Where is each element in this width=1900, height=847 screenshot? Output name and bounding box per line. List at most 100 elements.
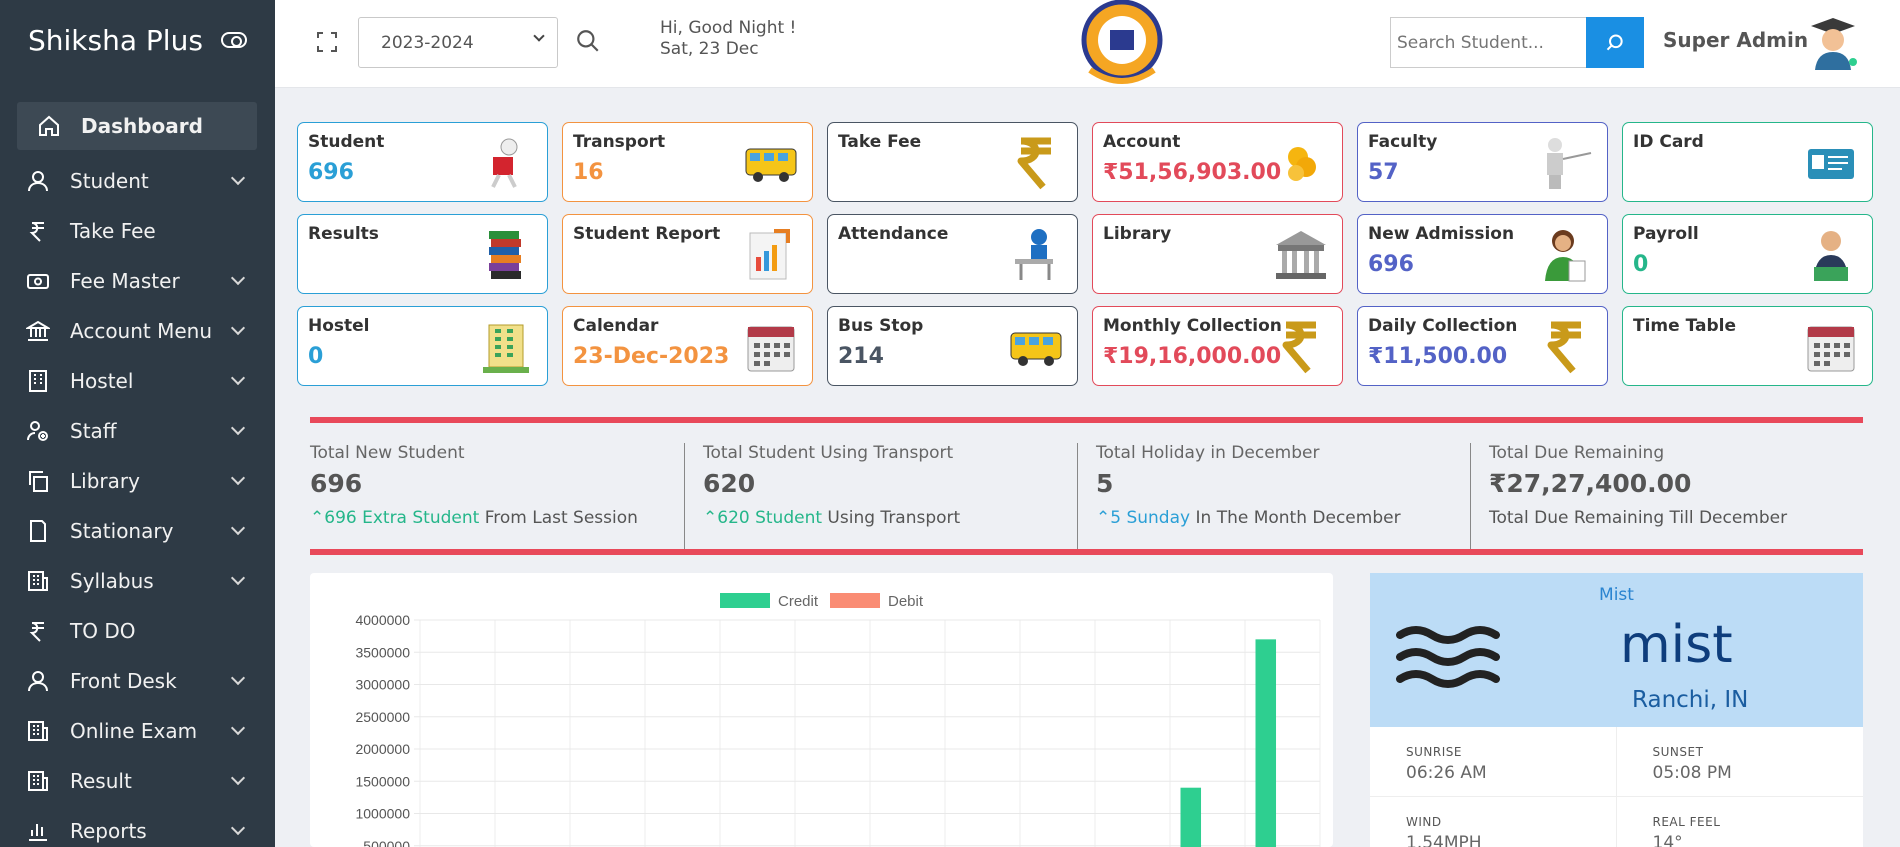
card-monthly-collection[interactable]: Monthly Collection ₹19,16,000.00 [1092,306,1343,386]
card-daily-collection[interactable]: Daily Collection ₹11,500.00 [1357,306,1608,386]
sidebar-item-label: Result [70,769,132,793]
stat-title: Total Holiday in December [1096,443,1320,463]
student-search-button[interactable] [1586,17,1644,68]
stat-note: ⌃620 Student Using Transport [703,508,1067,528]
weather-value: 1.54MPH [1406,833,1482,847]
credit-debit-chart: Credit Debit 4000000 3500000 3000000 2500000 2… [310,573,1333,847]
sidebar-item-result[interactable]: Result [0,756,275,806]
weather-label: SUNSET [1652,745,1704,759]
y-tick-label: 3500000 [355,644,410,660]
search-icon[interactable] [575,28,601,54]
student-search-input[interactable] [1390,17,1587,68]
user-name[interactable]: Super Admin [1663,28,1809,52]
sidebar-item-to-do[interactable]: TO DO [0,606,275,656]
card-new-admission[interactable]: New Admission 696 [1357,214,1608,294]
card-payroll[interactable]: Payroll 0 [1622,214,1873,294]
stat-total-due-remaining: Total Due Remaining ₹27,27,400.00 Total Du… [1470,443,1863,549]
card-value: 214 [838,344,884,369]
sidebar-item-library[interactable]: Library [0,456,275,506]
fullscreen-icon[interactable] [315,30,339,54]
stat-highlight-text: 620 Student [717,508,823,528]
card-title: Daily Collection [1368,316,1518,336]
y-tick-label: 2000000 [355,741,410,757]
card-transport[interactable]: Transport 16 [562,122,813,202]
desk-student-icon [1009,227,1063,283]
bar-chart-icon [26,819,50,843]
weather-details: SUNRISE 06:26 AM SUNSET 05:08 PM WIND 1.54MPH… [1370,727,1863,847]
card-take-fee[interactable]: Take Fee [827,122,1078,202]
stat-note: ⌃696 Extra Student From Last Session [310,508,674,528]
weather-condition: mist [1620,615,1733,675]
stat-title: Total New Student [310,443,465,463]
sidebar-item-hostel[interactable]: Hostel [0,356,275,406]
weather-value: 06:26 AM [1406,763,1487,783]
card-attendance[interactable]: Attendance [827,214,1078,294]
sidebar-nav: Dashboard Student Take Fee Fee Master Accoun… [0,102,275,847]
user-avatar[interactable] [1803,12,1863,72]
sidebar-item-syllabus[interactable]: Syllabus [0,556,275,606]
card-value: 696 [1368,252,1414,277]
sidebar-item-label: TO DO [70,619,136,643]
legend-swatch-credit [720,593,770,608]
card-student-report[interactable]: Student Report [562,214,813,294]
sidebar-item-account-menu[interactable]: Account Menu [0,306,275,356]
card-title: Calendar [573,316,659,336]
stat-value: 620 [703,469,756,498]
card-title: Results [308,224,379,244]
legend-label-credit: Credit [778,593,819,610]
caret-up-icon: ⌃ [310,508,325,528]
card-id-card[interactable]: ID Card [1622,122,1873,202]
coins-icon [1274,135,1328,191]
weather-label: WIND [1406,815,1442,829]
legend-label-debit: Debit [888,593,924,610]
caret-up-icon: ⌃ [703,508,718,528]
sidebar-item-label: Hostel [70,369,134,393]
sidebar-item-label: Syllabus [70,569,154,593]
weather-value: 05:08 PM [1652,763,1732,783]
weather-label: SUNRISE [1406,745,1462,759]
card-results[interactable]: Results [297,214,548,294]
card-title: Take Fee [838,132,922,152]
stat-value: 696 [310,469,363,498]
books-icon [479,227,533,283]
brand: Shiksha Plus [0,0,275,80]
card-calendar[interactable]: Calendar 23-Dec-2023 [562,306,813,386]
stat-total-holiday-in-december: Total Holiday in December 5 ⌃5 Sunday In T… [1077,443,1470,549]
card-student[interactable]: Student 696 [297,122,548,202]
stat-highlight-text: 696 Extra Student [324,508,480,528]
gold-rupee-icon [1274,319,1328,375]
sidebar-item-online-exam[interactable]: Online Exam [0,706,275,756]
chevron-down-icon [230,370,246,386]
stat-note-text: Total Due Remaining Till December [1489,508,1788,528]
greeting-text: Hi, Good Night ! [660,18,797,38]
sidebar-item-reports[interactable]: Reports [0,806,275,847]
card-bus-stop[interactable]: Bus Stop 214 [827,306,1078,386]
session-select[interactable]: 2023-2024 [358,17,558,68]
gold-rupee-icon [1539,319,1593,375]
sidebar-item-fee-master[interactable]: Fee Master [0,256,275,306]
sidebar-item-take-fee[interactable]: Take Fee [0,206,275,256]
greeting: Hi, Good Night ! Sat, 23 Dec [660,18,796,60]
grid-building-icon [26,769,50,793]
rupee-icon [26,619,50,643]
gold-rupee-icon [1009,135,1063,191]
card-hostel[interactable]: Hostel 0 [297,306,548,386]
caret-up-icon: ⌃ [1096,508,1111,528]
top-header: 2023-2024 Hi, Good Night ! Sat, 23 Dec S… [275,0,1900,88]
sidebar-item-student[interactable]: Student [0,156,275,206]
notebook-icon [26,519,50,543]
card-title: Monthly Collection [1103,316,1282,336]
card-library[interactable]: Library [1092,214,1343,294]
card-value: 696 [308,160,354,185]
card-title: New Admission [1368,224,1515,244]
card-time-table[interactable]: Time Table [1622,306,1873,386]
sidebar-item-stationary[interactable]: Stationary [0,506,275,556]
library-building-icon [1274,227,1328,283]
card-faculty[interactable]: Faculty 57 [1357,122,1608,202]
card-account[interactable]: Account ₹51,56,903.00 [1092,122,1343,202]
sidebar-toggle-icon[interactable] [220,32,247,48]
sidebar-item-front-desk[interactable]: Front Desk [0,656,275,706]
sidebar-item-staff[interactable]: Staff [0,406,275,456]
sidebar-item-dashboard[interactable]: Dashboard [17,102,257,150]
brand-title: Shiksha Plus [28,23,203,57]
